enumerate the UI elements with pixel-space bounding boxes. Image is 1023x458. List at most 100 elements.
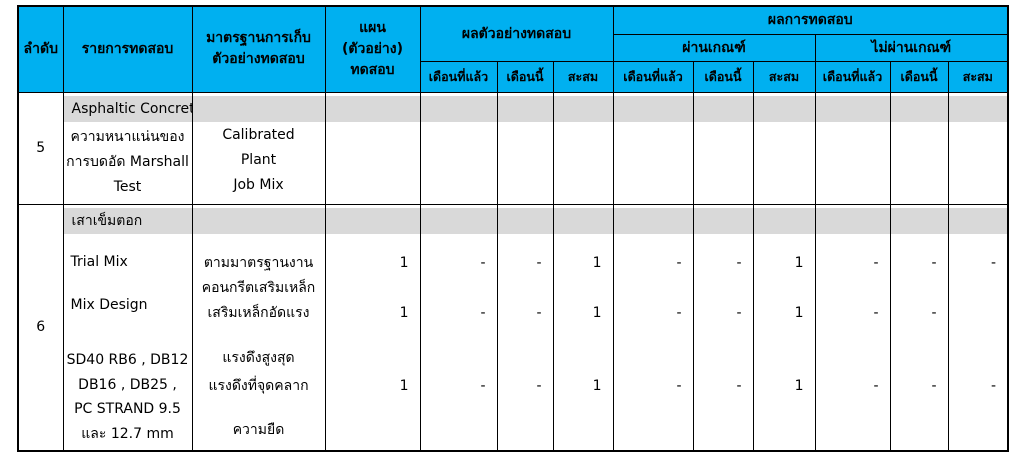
row5-section-band (420, 95, 497, 122)
header-test-result-group: ผลการทดสอบ (612, 5, 1009, 35)
row6-fail-cum-value: - (991, 377, 997, 394)
subheader-pass-last-month: เดือนที่แล้ว (612, 60, 694, 93)
header-pass-group: ผ่านเกณฑ์ (612, 33, 816, 62)
row6-fail-this-value: - (931, 377, 937, 394)
subheader-fail-this-month: เดือนนี้ (889, 60, 949, 93)
row6-sample-this-value: - (536, 254, 542, 271)
row6-no-cell: 6 (17, 204, 64, 451)
row6-sample-last-value: - (480, 377, 486, 394)
row6-section-band (192, 207, 325, 234)
row6-pass-cum-cell: 1 1 1 (752, 204, 816, 451)
row6-fail-last-value: - (873, 304, 879, 321)
row6-pass-cum-value: 1 (794, 304, 804, 321)
row6-sample-this-value: - (536, 304, 542, 321)
header-plan-line3: ทดสอบ (350, 61, 395, 78)
row6-pass-last-cell: - - - (612, 204, 694, 451)
row5-section-band (753, 95, 815, 122)
header-sample-result-group: ผลตัวอย่างทดสอบ (419, 5, 614, 62)
header-standard-line2: ตัวอย่างทดสอบ (212, 51, 305, 68)
row6-standard-line: ความยืด (232, 421, 285, 438)
row5-section-band (815, 95, 890, 122)
row6-standard-line: เสริมเหล็กอัดแรง (207, 304, 310, 321)
row6-fail-cum-value: - (991, 254, 997, 271)
row6-pass-this-value: - (736, 377, 742, 394)
row6-pass-cum-value: 1 (794, 254, 804, 271)
subheader-sample-this-month: เดือนนี้ (496, 60, 554, 93)
row5-standard-line: Job Mix (233, 176, 284, 193)
row6-fail-cum-value (949, 303, 1008, 323)
row6-sample-last-value: - (480, 304, 486, 321)
header-plan: แผน (ตัวอย่าง) ทดสอบ (324, 5, 421, 93)
row5-fail-this-cell (889, 92, 949, 204)
row5-item-line: Test (113, 178, 142, 195)
row6-item-line: Trial Mix (70, 253, 128, 270)
row6-section-band (420, 207, 497, 234)
row6-plan-value: 1 (399, 254, 409, 271)
header-plan-line2: (ตัวอย่าง) (341, 40, 404, 57)
row5-fail-cum-cell (947, 92, 1009, 204)
row6-plan-cell: 1 1 1 (324, 204, 421, 451)
row5-fail-last-cell (814, 92, 891, 204)
row6-pass-this-value: - (736, 254, 742, 271)
subheader-pass-this-month: เดือนนี้ (692, 60, 754, 93)
row6-fail-this-cell: - - - (889, 204, 949, 451)
row6-sample-cum-value: 1 (592, 304, 602, 321)
header-plan-line1: แผน (359, 19, 386, 36)
row6-pass-last-value: - (676, 254, 682, 271)
row5-item-line: ความหนาแน่นของ (70, 128, 185, 145)
row6-item-line: และ 12.7 mm (81, 425, 174, 442)
row6-pass-cum-value: 1 (794, 377, 804, 394)
row6-pass-last-value: - (676, 377, 682, 394)
row6-section-band (613, 207, 693, 234)
row5-sample-cum-cell (552, 92, 614, 204)
test-report-table-wrapper: ลำดับ รายการทดสอบ มาตรฐานการเก็บ ตัวอย่า… (17, 5, 1010, 452)
row6-fail-last-value: - (873, 254, 879, 271)
subheader-sample-last-month: เดือนที่แล้ว (419, 60, 498, 93)
row5-pass-last-cell (612, 92, 694, 204)
row6-fail-last-value: - (873, 377, 879, 394)
row6-standard-line: ตามมาตรฐานงาน (203, 254, 314, 271)
test-report-table: ลำดับ รายการทดสอบ มาตรฐานการเก็บ ตัวอย่า… (17, 5, 1010, 452)
row6-section-band (815, 207, 890, 234)
row5-standard-cell: Calibrated Plant Job Mix (191, 92, 326, 204)
row5-section-band (325, 95, 420, 122)
row6-section-band (948, 207, 1008, 234)
row6-standard-line: แรงดึงสูงสุด (222, 349, 295, 366)
row6-item-line: PC STRAND 9.5 (74, 400, 181, 417)
row6-fail-this-value: - (931, 304, 937, 321)
row6-fail-last-cell: - - - (814, 204, 891, 451)
row6-standard-line: คอนกรีตเสริมเหล็ก (201, 279, 316, 296)
row6-pass-this-cell: - - - (692, 204, 754, 451)
row6-sample-last-cell: - - - (419, 204, 498, 451)
row5-section-band (693, 95, 753, 122)
row5-standard-line: Plant (240, 151, 277, 168)
header-fail-group: ไม่ผ่านเกณฑ์ (814, 33, 1009, 62)
row6-item-cell: เสาเข็มตอก Trial Mix Mix Design SD40 RB6… (62, 204, 193, 451)
row5-section-band (613, 95, 693, 122)
header-test-item: รายการทดสอบ (62, 5, 193, 93)
row5-pass-this-cell (692, 92, 754, 204)
header-standard: มาตรฐานการเก็บ ตัวอย่างทดสอบ (191, 5, 326, 93)
row6-sample-cum-value: 1 (592, 254, 602, 271)
row5-pass-cum-cell (752, 92, 816, 204)
row6-sample-cum-value: 1 (592, 377, 602, 394)
row5-sample-this-cell (496, 92, 554, 204)
row6-standard-line: แรงดึงที่จุดคลาก (208, 377, 309, 394)
row6-item-line: Mix Design (70, 296, 148, 313)
subheader-fail-last-month: เดือนที่แล้ว (814, 60, 891, 93)
row6-plan-value: 1 (399, 304, 409, 321)
subheader-sample-cumulative: สะสม (552, 60, 614, 93)
subheader-pass-cumulative: สะสม (752, 60, 816, 93)
row6-section-band (325, 207, 420, 234)
row5-section-band (890, 95, 948, 122)
row6-pass-last-value: - (676, 304, 682, 321)
row6-sample-this-value: - (536, 377, 542, 394)
row5-no-cell: 5 (17, 92, 64, 204)
row5-item-line: การบดอัด Marshall (66, 153, 189, 170)
row6-section-band: เสาเข็มตอก (63, 207, 192, 234)
row6-standard-cell: ตามมาตรฐานงาน คอนกรีตเสริมเหล็ก เสริมเหล… (191, 204, 326, 451)
row6-sample-last-value: - (480, 254, 486, 271)
row6-section-band (693, 207, 753, 234)
row5-item-cell: Asphaltic Concrete ความหนาแน่นของ การบดอ… (62, 92, 193, 204)
row6-sample-cum-cell: 1 1 1 (552, 204, 614, 451)
